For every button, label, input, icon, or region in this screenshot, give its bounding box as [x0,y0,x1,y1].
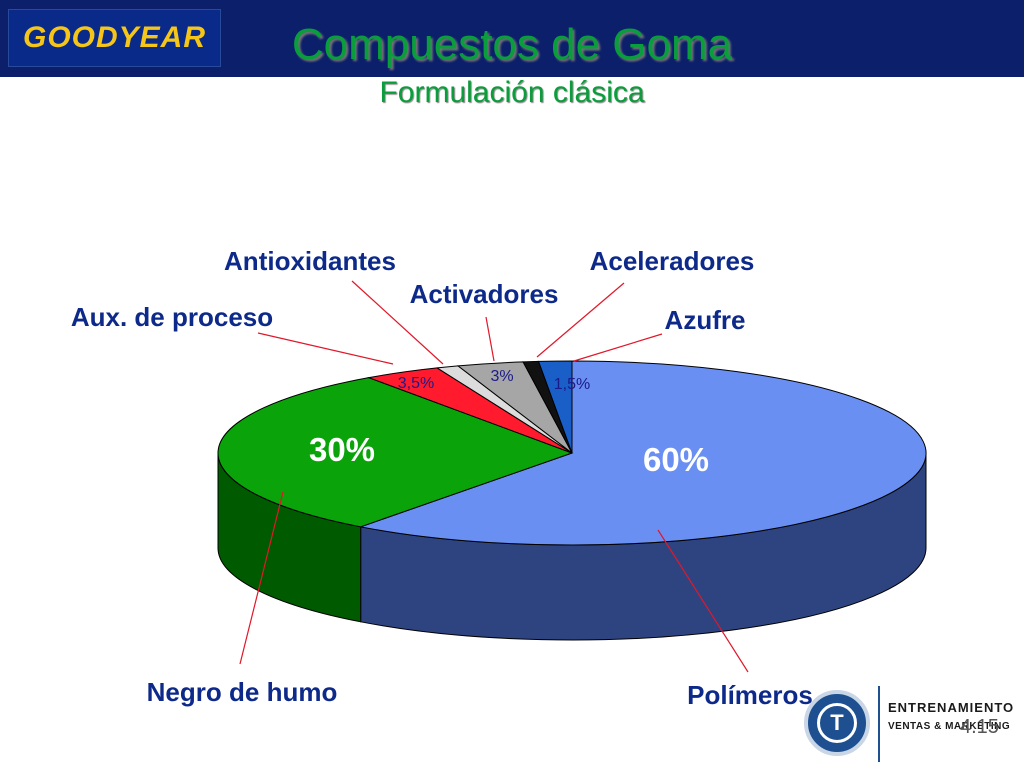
slice-value-polimeros: 60% [643,441,709,478]
slice-value-azufre: 1,5% [554,376,590,393]
slice-value-activadores: 3% [490,368,513,385]
leader-line-activadores [485,316,495,362]
slice-value-aux-de-proceso: 3,5% [398,375,434,392]
brand-emblem-inner: T [817,703,857,743]
slice-label-aux-de-proceso: Aux. de proceso [71,302,273,332]
page-subtitle: Formulación clásica [379,76,645,109]
page-title: Compuestos de Goma [291,20,733,69]
slice-label-aceleradores: Aceleradores [590,246,755,276]
pie-tops [217,360,927,546]
brand-divider [878,686,880,762]
slice-value-negro-de-humo: 30% [309,431,375,468]
slice-label-polimeros: Polímeros [687,680,813,710]
pie-slice-azufre [537,360,573,454]
slice-label-azufre: Azufre [665,305,746,335]
chart-labels: Polímeros 60% Negro de humo 30% Aux. de proc… [71,246,813,710]
slice-label-activadores: Activadores [410,279,559,309]
goodyear-logo: GOODYEAR [8,9,221,67]
leader-line-aux-de-proceso [257,332,394,365]
brand-line-2: VENTAS & MARKETING [888,721,1011,732]
pie-slice-polimeros [358,360,927,546]
leader-line-aceleradores [536,282,625,358]
leader-line-negro-de-humo [239,491,284,665]
header-bar: GOODYEAR [0,0,1024,77]
leader-line-polimeros [657,529,749,673]
brand-line-1: ENTRENAMIENTO [888,700,1015,715]
brand-emblem-icon: T [804,690,870,756]
slice-label-antioxidantes: Antioxidantes [224,246,396,276]
slide-number: 4.15 [960,716,999,738]
leader-line-antioxidantes [351,280,444,365]
leader-lines [239,280,749,673]
pie-slice-negro-de-humo [217,377,574,528]
logo-text: GOODYEAR [22,21,207,54]
training-brand: T ENTRENAMIENTO VENTAS & MARKETING [804,684,1024,768]
slice-label-negro-de-humo: Negro de humo [147,677,338,707]
leader-line-azufre [573,333,663,362]
